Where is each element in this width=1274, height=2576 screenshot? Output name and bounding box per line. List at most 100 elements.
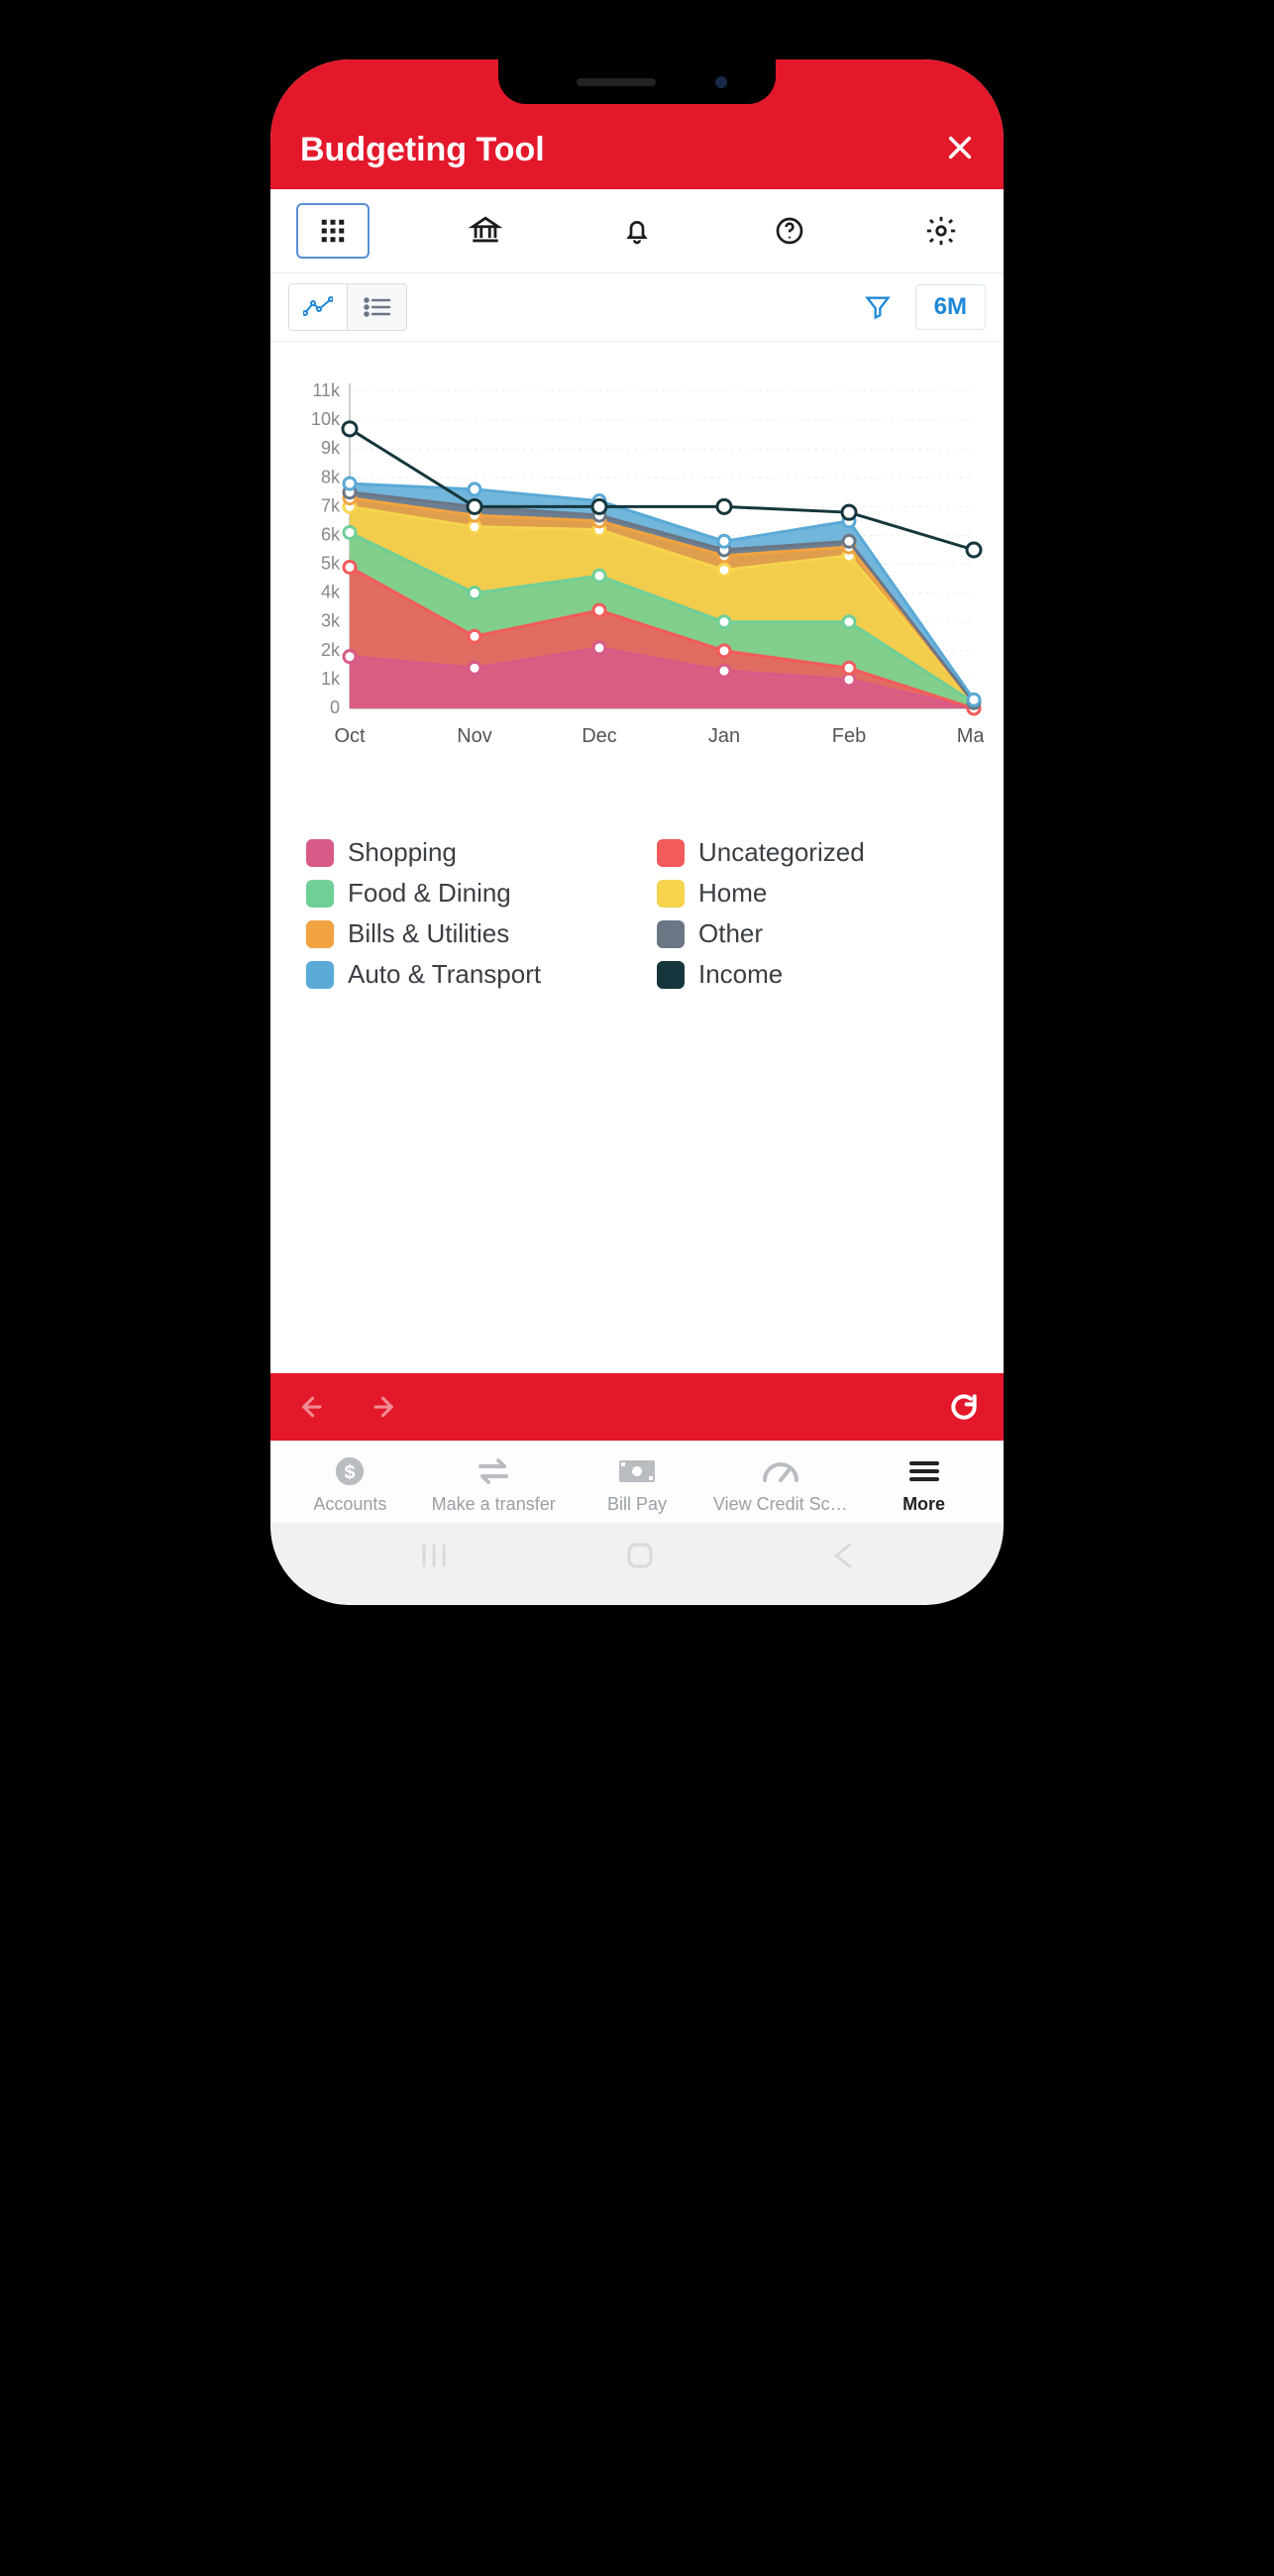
phone-notch — [498, 59, 776, 104]
grid-icon — [318, 216, 348, 246]
tab-label: Make a transfer — [432, 1494, 556, 1515]
svg-text:11k: 11k — [312, 380, 341, 400]
svg-text:8k: 8k — [321, 467, 341, 486]
accounts-icon: $ — [333, 1454, 367, 1488]
legend-label: Auto & Transport — [348, 959, 541, 990]
home-icon — [625, 1541, 655, 1570]
svg-text:4k: 4k — [321, 583, 341, 602]
legend-swatch — [306, 880, 334, 908]
web-nav-bar — [270, 1373, 1004, 1441]
svg-text:Oct: Oct — [334, 725, 366, 747]
legend-label: Other — [698, 918, 763, 949]
billpay-icon — [617, 1454, 657, 1488]
svg-text:Mar: Mar — [957, 725, 984, 747]
tab-billpay[interactable]: Bill Pay — [568, 1454, 706, 1515]
refresh-button[interactable] — [946, 1389, 982, 1425]
svg-text:$: $ — [345, 1461, 356, 1483]
tab-transfer[interactable]: Make a transfer — [424, 1454, 563, 1515]
top-icon-bar — [270, 189, 1004, 273]
legend-swatch — [657, 880, 685, 908]
tab-credit[interactable]: View Credit Sc… — [711, 1454, 850, 1515]
back-button[interactable] — [292, 1389, 328, 1425]
legend-label: Income — [698, 959, 783, 990]
tab-more[interactable]: More — [855, 1454, 994, 1515]
recent-apps-button[interactable] — [418, 1543, 450, 1573]
svg-text:9k: 9k — [321, 438, 341, 458]
chevron-left-icon — [830, 1541, 856, 1570]
bell-icon — [621, 215, 653, 247]
arrow-right-icon — [371, 1392, 400, 1422]
legend-item-other[interactable]: Other — [657, 918, 968, 949]
more-icon — [908, 1454, 940, 1488]
accounts-button[interactable] — [449, 203, 522, 259]
legend-swatch — [657, 961, 685, 989]
legend-item-food_dining[interactable]: Food & Dining — [306, 878, 617, 909]
alerts-button[interactable] — [600, 203, 674, 259]
bottom-tab-bar: $ Accounts Make a transfer Bill Pay View Cre… — [270, 1441, 1004, 1523]
credit-icon — [761, 1454, 800, 1488]
legend-item-income[interactable]: Income — [657, 959, 968, 990]
legend-item-home[interactable]: Home — [657, 878, 968, 909]
svg-text:6k: 6k — [321, 524, 341, 544]
close-icon — [946, 134, 974, 161]
legend-item-shopping[interactable]: Shopping — [306, 837, 617, 868]
legend-swatch — [306, 961, 334, 989]
phone-screen: Budgeting Tool — [270, 59, 1004, 1605]
settings-button[interactable] — [904, 203, 978, 259]
tab-label: Bill Pay — [607, 1494, 667, 1515]
phone-frame: Budgeting Tool — [251, 40, 1023, 1625]
filter-button[interactable] — [856, 285, 900, 329]
spending-chart[interactable]: 01k2k3k4k5k6k7k8k9k10k11k OctNovDecJanFe… — [290, 372, 984, 788]
svg-text:2k: 2k — [321, 640, 341, 660]
svg-text:1k: 1k — [321, 669, 341, 689]
legend-swatch — [657, 920, 685, 948]
svg-text:Jan: Jan — [708, 725, 740, 747]
legend-item-auto_transport[interactable]: Auto & Transport — [306, 959, 617, 990]
svg-text:3k: 3k — [321, 611, 341, 631]
help-icon — [774, 215, 805, 247]
svg-text:Dec: Dec — [582, 725, 617, 747]
list-icon — [364, 296, 391, 318]
refresh-icon — [948, 1391, 980, 1423]
legend-item-uncategorized[interactable]: Uncategorized — [657, 837, 968, 868]
svg-text:Feb: Feb — [832, 725, 866, 747]
legend-swatch — [306, 839, 334, 867]
gear-icon — [924, 214, 958, 248]
tab-label: Accounts — [313, 1494, 386, 1515]
bank-icon — [469, 214, 502, 248]
chart-legend: Shopping Uncategorized Food & Dining Home Bi… — [270, 798, 1004, 1020]
legend-swatch — [306, 920, 334, 948]
legend-label: Shopping — [348, 837, 457, 868]
svg-text:Nov: Nov — [457, 725, 492, 747]
chart-toolbar: 6M — [270, 273, 1004, 342]
chart-area: 01k2k3k4k5k6k7k8k9k10k11k OctNovDecJanFe… — [270, 342, 1004, 798]
legend-label: Uncategorized — [698, 837, 865, 868]
forward-button[interactable] — [368, 1389, 403, 1425]
chart-view-button[interactable] — [288, 283, 348, 331]
legend-swatch — [657, 839, 685, 867]
home-button[interactable] — [625, 1541, 655, 1575]
page-title: Budgeting Tool — [300, 131, 545, 169]
legend-item-bills_utilities[interactable]: Bills & Utilities — [306, 918, 617, 949]
android-back-button[interactable] — [830, 1541, 856, 1575]
list-view-button[interactable] — [348, 283, 407, 331]
time-range-button[interactable]: 6M — [915, 284, 986, 330]
svg-text:10k: 10k — [311, 409, 341, 429]
arrow-left-icon — [295, 1392, 325, 1422]
help-button[interactable] — [753, 203, 826, 259]
tab-label: More — [902, 1494, 945, 1515]
close-button[interactable] — [946, 134, 974, 167]
legend-label: Food & Dining — [348, 878, 511, 909]
transfer-icon — [475, 1454, 512, 1488]
legend-label: Home — [698, 878, 767, 909]
tab-accounts[interactable]: $ Accounts — [280, 1454, 419, 1515]
filter-icon — [864, 293, 892, 321]
line-chart-icon — [303, 295, 333, 319]
svg-text:7k: 7k — [321, 495, 341, 515]
grid-view-button[interactable] — [296, 203, 370, 259]
legend-label: Bills & Utilities — [348, 918, 509, 949]
tab-label: View Credit Sc… — [713, 1494, 848, 1515]
android-nav-bar — [270, 1523, 1004, 1605]
recents-icon — [418, 1543, 450, 1568]
svg-text:0: 0 — [330, 698, 340, 717]
